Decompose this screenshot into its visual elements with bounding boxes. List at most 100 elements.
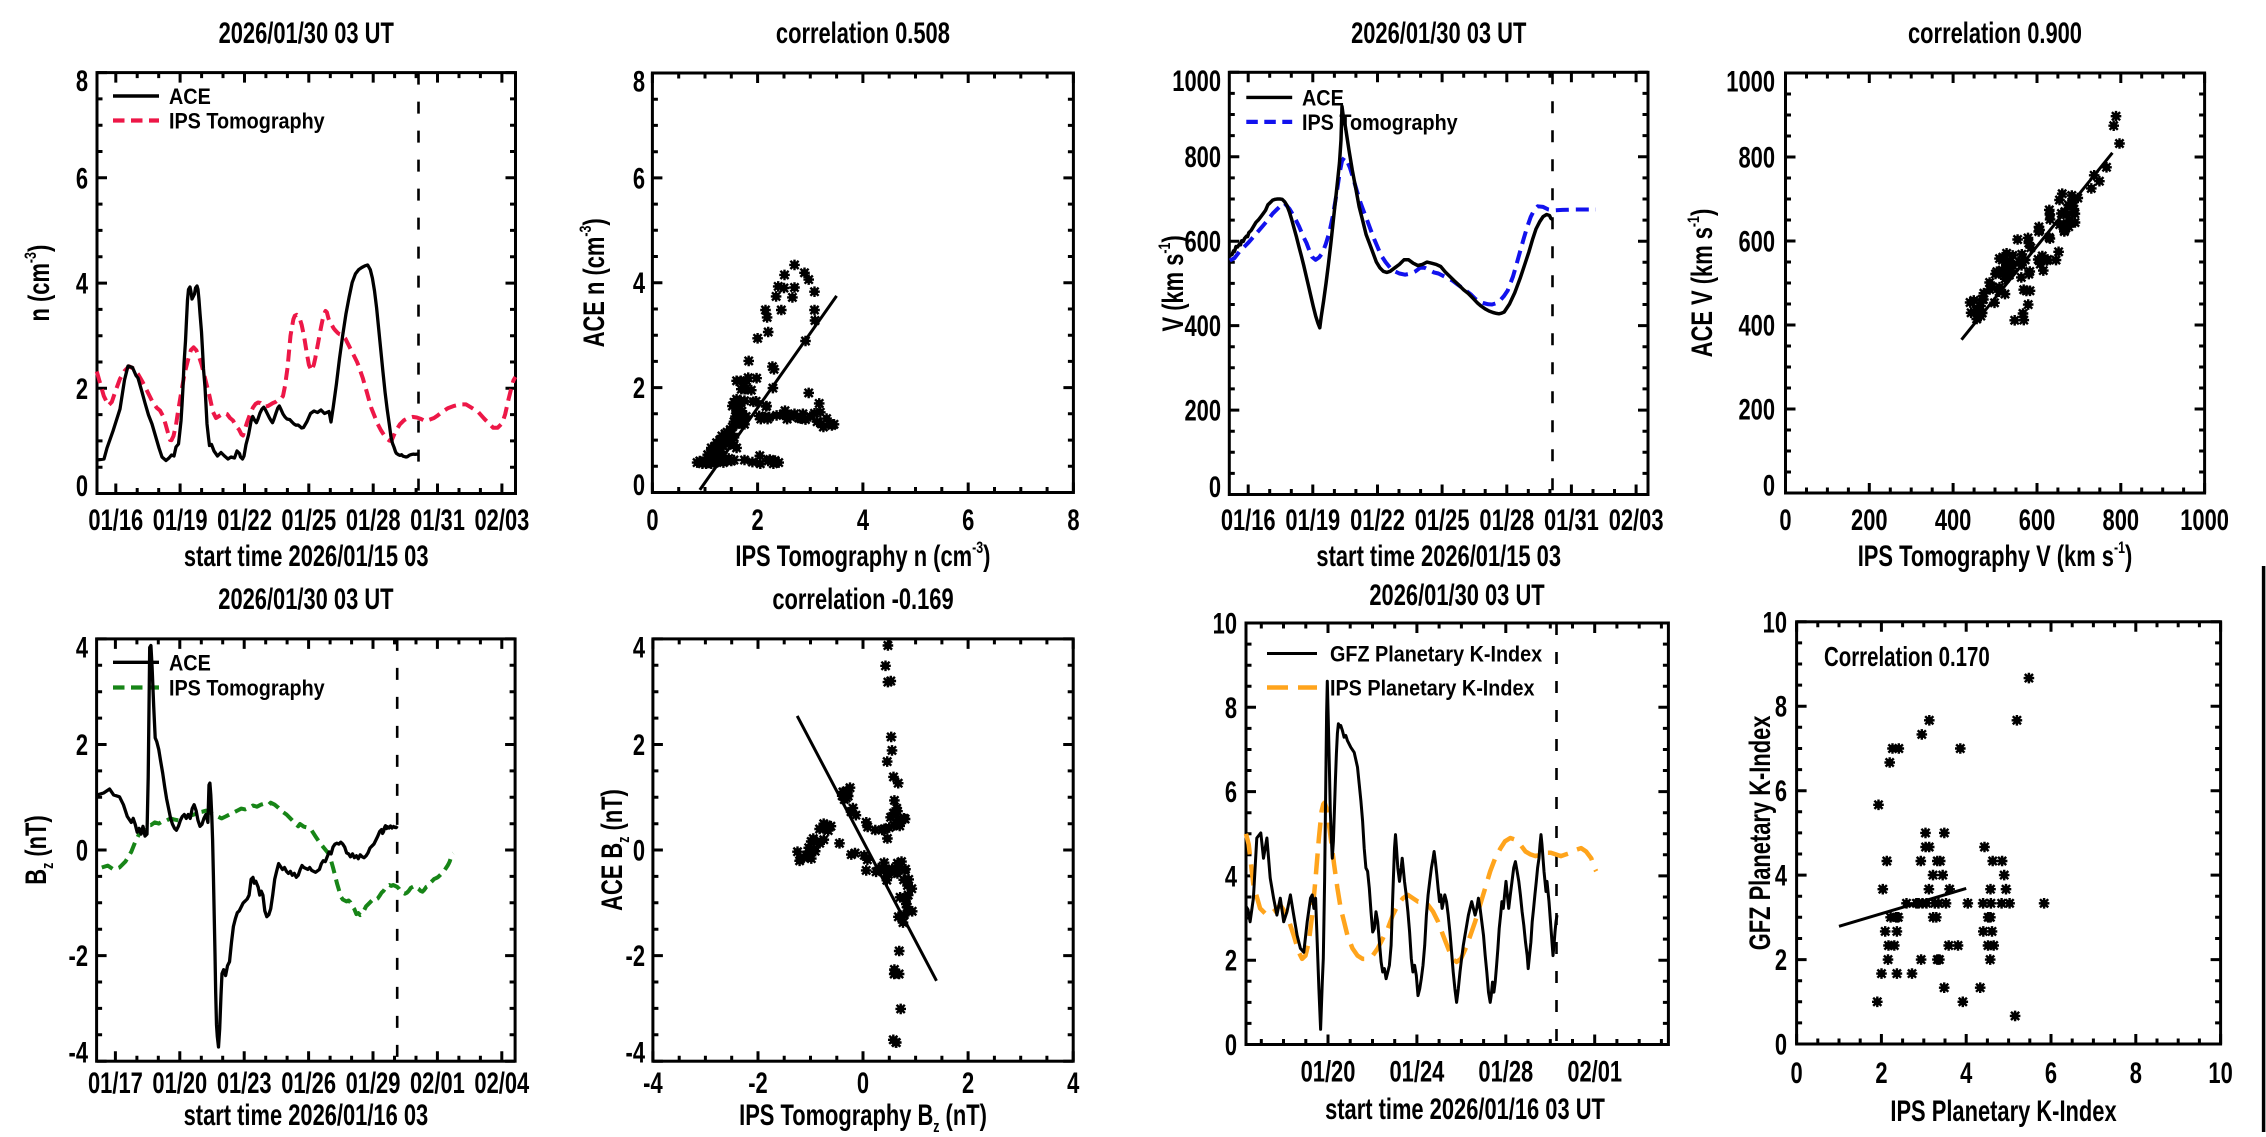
svg-text:-2: -2 [626,939,645,973]
svg-text:0: 0 [1209,470,1221,504]
svg-text:start time 2026/01/16 03: start time 2026/01/16 03 [184,1098,429,1132]
svg-text:01/19: 01/19 [153,503,208,537]
svg-text:-4: -4 [643,1066,663,1100]
svg-text:8: 8 [1225,690,1237,724]
svg-text:1000: 1000 [1172,63,1221,97]
svg-text:2026/01/30 03 UT: 2026/01/30 03 UT [219,16,394,50]
svg-text:2026/01/30 03 UT: 2026/01/30 03 UT [1369,578,1544,612]
svg-text:01/22: 01/22 [1350,503,1405,537]
svg-text:IPS Tomography: IPS Tomography [1302,111,1458,135]
svg-text:10: 10 [1213,606,1237,640]
svg-text:01/28: 01/28 [1479,503,1534,537]
svg-text:6: 6 [2045,1056,2057,1090]
svg-text:1000: 1000 [2180,503,2229,537]
svg-text:ACE n (cm-3): ACE n (cm-3) [577,218,611,347]
svg-text:0: 0 [1791,1056,1803,1090]
svg-text:01/25: 01/25 [281,503,336,537]
svg-text:ACE V (km s-1): ACE V (km s-1) [1685,209,1719,357]
svg-text:0: 0 [76,469,88,503]
svg-text:Bz (nT): Bz (nT) [19,815,58,884]
svg-text:600: 600 [1738,224,1775,258]
svg-text:800: 800 [1184,140,1221,174]
svg-text:4: 4 [1067,1066,1080,1100]
svg-text:6: 6 [633,161,645,195]
svg-text:01/16: 01/16 [1221,503,1276,537]
svg-text:0: 0 [1763,468,1775,502]
svg-text:01/25: 01/25 [1415,503,1470,537]
svg-text:8: 8 [76,64,88,98]
svg-text:6: 6 [1225,775,1237,809]
svg-text:2: 2 [76,371,88,405]
svg-text:6: 6 [76,161,88,195]
svg-text:GFZ Planetary K-Index: GFZ Planetary K-Index [1330,643,1542,667]
svg-text:4: 4 [1960,1056,1973,1090]
svg-text:800: 800 [1738,140,1775,174]
svg-text:800: 800 [2103,503,2140,537]
svg-text:Correlation 0.170: Correlation 0.170 [1824,642,1990,673]
svg-text:4: 4 [1225,859,1238,893]
svg-text:02/01: 02/01 [410,1066,465,1100]
svg-text:4: 4 [76,630,89,664]
svg-text:correlation 0.900: correlation 0.900 [1908,16,2082,50]
svg-text:01/23: 01/23 [217,1066,272,1100]
svg-text:400: 400 [1738,308,1775,342]
svg-text:0: 0 [633,833,645,867]
svg-text:2: 2 [76,728,88,762]
svg-text:2: 2 [1875,1056,1887,1090]
svg-text:-4: -4 [626,1035,646,1069]
svg-text:01/31: 01/31 [410,503,465,537]
svg-text:-4: -4 [69,1035,89,1069]
svg-text:200: 200 [1184,393,1221,427]
svg-text:8: 8 [1775,689,1787,723]
svg-text:01/24: 01/24 [1390,1054,1445,1088]
svg-text:0: 0 [646,503,658,537]
svg-text:6: 6 [962,503,974,537]
svg-text:200: 200 [1738,392,1775,426]
svg-text:0: 0 [633,468,645,502]
svg-text:4: 4 [76,266,89,300]
svg-text:01/28: 01/28 [346,503,401,537]
svg-text:4: 4 [633,630,646,664]
svg-text:IPS Planetary K-Index: IPS Planetary K-Index [1330,677,1535,701]
svg-text:8: 8 [1067,503,1079,537]
svg-text:2026/01/30 03 UT: 2026/01/30 03 UT [1351,16,1526,50]
svg-text:01/29: 01/29 [346,1066,401,1100]
svg-text:IPS Planetary K-Index: IPS Planetary K-Index [1890,1094,2117,1128]
svg-text:600: 600 [2019,503,2056,537]
svg-text:IPS Tomography n (cm-3): IPS Tomography n (cm-3) [735,539,990,573]
svg-text:correlation -0.169: correlation -0.169 [772,582,953,616]
svg-text:10: 10 [2208,1056,2232,1090]
svg-text:200: 200 [1851,503,1888,537]
svg-text:2: 2 [962,1066,974,1100]
svg-text:600: 600 [1184,224,1221,258]
svg-text:start time 2026/01/16 03 UT: start time 2026/01/16 03 UT [1325,1092,1605,1126]
svg-text:01/26: 01/26 [281,1066,336,1100]
svg-text:02/03: 02/03 [1609,503,1664,537]
svg-text:400: 400 [1184,309,1221,343]
svg-text:start time 2026/01/15 03: start time 2026/01/15 03 [184,539,429,573]
svg-text:8: 8 [633,64,645,98]
svg-text:2026/01/30 03 UT: 2026/01/30 03 UT [218,582,393,616]
svg-text:1000: 1000 [1726,64,1775,98]
svg-text:01/28: 01/28 [1478,1054,1533,1088]
svg-text:-2: -2 [748,1066,767,1100]
svg-text:4: 4 [633,266,646,300]
svg-text:2: 2 [633,728,645,762]
svg-text:02/03: 02/03 [475,503,530,537]
svg-text:0: 0 [76,833,88,867]
svg-text:0: 0 [1225,1028,1237,1062]
svg-text:01/22: 01/22 [217,503,272,537]
svg-text:01/31: 01/31 [1544,503,1599,537]
svg-text:0: 0 [857,1066,869,1100]
svg-text:2: 2 [752,503,764,537]
svg-text:IPS Tomography Bz (nT): IPS Tomography Bz (nT) [739,1098,987,1132]
svg-text:8: 8 [2130,1056,2142,1090]
svg-text:4: 4 [857,503,870,537]
svg-text:start time 2026/01/15 03: start time 2026/01/15 03 [1316,539,1561,573]
svg-text:02/01: 02/01 [1567,1054,1622,1088]
svg-text:01/20: 01/20 [152,1066,207,1100]
svg-text:IPS Tomography: IPS Tomography [169,677,325,701]
svg-text:ACE: ACE [1302,86,1344,110]
svg-text:0: 0 [1775,1027,1787,1061]
svg-text:ACE: ACE [169,651,211,675]
